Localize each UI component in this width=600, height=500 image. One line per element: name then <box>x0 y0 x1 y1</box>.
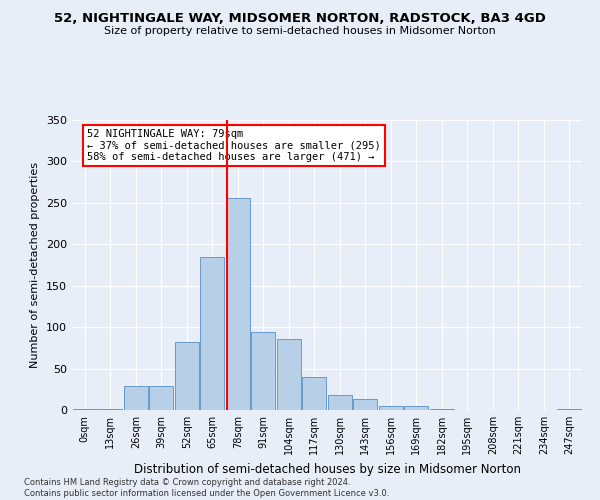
Bar <box>149 386 173 410</box>
Bar <box>277 338 301 410</box>
Bar <box>73 409 97 410</box>
Bar <box>200 256 224 410</box>
Y-axis label: Number of semi-detached properties: Number of semi-detached properties <box>31 162 40 368</box>
Text: Size of property relative to semi-detached houses in Midsomer Norton: Size of property relative to semi-detach… <box>104 26 496 36</box>
Bar <box>430 409 454 410</box>
Bar <box>124 386 148 410</box>
Bar <box>251 332 275 410</box>
Bar <box>98 409 122 410</box>
Text: 52, NIGHTINGALE WAY, MIDSOMER NORTON, RADSTOCK, BA3 4GD: 52, NIGHTINGALE WAY, MIDSOMER NORTON, RA… <box>54 12 546 26</box>
Bar <box>379 406 403 410</box>
X-axis label: Distribution of semi-detached houses by size in Midsomer Norton: Distribution of semi-detached houses by … <box>133 462 521 475</box>
Bar <box>175 342 199 410</box>
Bar <box>557 409 581 410</box>
Text: Contains HM Land Registry data © Crown copyright and database right 2024.
Contai: Contains HM Land Registry data © Crown c… <box>24 478 389 498</box>
Text: 52 NIGHTINGALE WAY: 79sqm
← 37% of semi-detached houses are smaller (295)
58% of: 52 NIGHTINGALE WAY: 79sqm ← 37% of semi-… <box>88 128 381 162</box>
Bar <box>226 198 250 410</box>
Bar <box>404 406 428 410</box>
Bar <box>302 377 326 410</box>
Bar <box>328 395 352 410</box>
Bar <box>353 399 377 410</box>
